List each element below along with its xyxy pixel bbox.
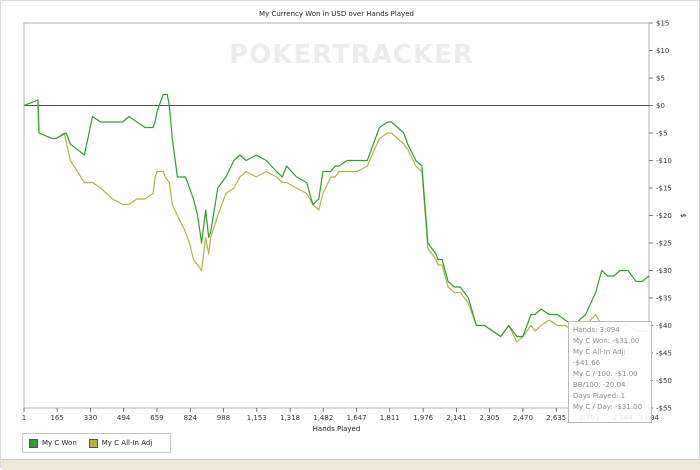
x-tick-label: 824 bbox=[184, 414, 198, 422]
y-tick-label: -$10 bbox=[656, 157, 672, 165]
y-tick-label: -$20 bbox=[656, 212, 672, 220]
x-tick-label: 330 bbox=[84, 414, 97, 422]
y-tick-label: -$50 bbox=[656, 377, 672, 385]
legend-label-my-c-won: My C Won bbox=[42, 439, 77, 447]
x-tick-label: 2,470 bbox=[513, 414, 533, 422]
x-tick-label: 659 bbox=[150, 414, 163, 422]
legend: My C Won My C All-In Adj bbox=[22, 433, 172, 453]
y-tick-label: $0 bbox=[656, 102, 665, 110]
legend-swatch-my-c-all-in-adj bbox=[88, 438, 98, 448]
chart-title: My Currency Won in USD over Hands Played bbox=[259, 10, 414, 18]
x-tick-label: 2,635 bbox=[546, 414, 566, 422]
x-axis-title: Hands Played bbox=[313, 425, 361, 433]
plot-area bbox=[23, 22, 650, 409]
legend-label-my-c-all-in-adj: My C All-In Adj bbox=[101, 439, 153, 447]
x-tick-label: 494 bbox=[117, 414, 131, 422]
y-tick-label: -$25 bbox=[656, 240, 672, 248]
series-line-my-c-all-in-adj bbox=[23, 99, 649, 343]
tooltip-line-all-in-adj: My C All-In Adj: -$41.66 bbox=[573, 348, 626, 367]
x-tick-label: 165 bbox=[50, 414, 63, 422]
y-tick-label: -$5 bbox=[656, 130, 667, 138]
y-tick-label: -$35 bbox=[656, 295, 672, 303]
y-axis-title: $ bbox=[679, 213, 687, 217]
tooltip-line-per-day: My C / Day: -$31.00 bbox=[573, 403, 643, 411]
y-tick-label: -$40 bbox=[656, 322, 672, 330]
tooltip-line-hands: Hands: 3,094 bbox=[573, 326, 620, 334]
bottom-status-bar bbox=[1, 459, 700, 470]
x-tick-label: 1,811 bbox=[380, 414, 400, 422]
legend-swatch-my-c-won bbox=[29, 438, 38, 448]
x-tick-label: 2,141 bbox=[446, 414, 466, 422]
y-tick-label: -$30 bbox=[656, 267, 672, 275]
y-tick-label: $5 bbox=[656, 75, 665, 83]
legend-item-my-c-all-in-adj[interactable]: My C All-In Adj bbox=[88, 438, 153, 448]
x-tick-label: 1,976 bbox=[413, 414, 434, 422]
x-tick-label: 1,482 bbox=[313, 414, 333, 422]
x-tick-label: 1 bbox=[22, 414, 26, 422]
y-tick-label: -$55 bbox=[656, 405, 672, 413]
y-tick-label: $10 bbox=[656, 47, 669, 55]
x-tick-label: 988 bbox=[217, 414, 230, 422]
y-tick-label: -$45 bbox=[656, 350, 672, 358]
y-tick-label: $15 bbox=[656, 20, 669, 28]
y-tick-label: -$15 bbox=[656, 185, 672, 193]
x-tick-label: 1,153 bbox=[247, 414, 267, 422]
tooltip-line-bb-100: BB/100: -20.04 bbox=[573, 381, 626, 389]
tooltip-line-days-played: Days Played: 1 bbox=[573, 392, 626, 400]
tooltip-line-won: My C Won: -$31.00 bbox=[573, 337, 640, 345]
x-tick-label: 1,318 bbox=[280, 414, 300, 422]
legend-item-my-c-won[interactable]: My C Won bbox=[29, 438, 77, 448]
series-line-my-c-won bbox=[23, 93, 650, 338]
x-tick-label: 1,647 bbox=[347, 414, 367, 422]
tooltip-line-per-100: My C / 100: -$1.00 bbox=[573, 370, 638, 378]
hover-tooltip: Hands: 3,094 My C Won: -$31.00 My C All-… bbox=[568, 321, 652, 423]
watermark-text: POKERTRACKER bbox=[229, 40, 474, 70]
x-tick-label: 2,305 bbox=[480, 414, 500, 422]
